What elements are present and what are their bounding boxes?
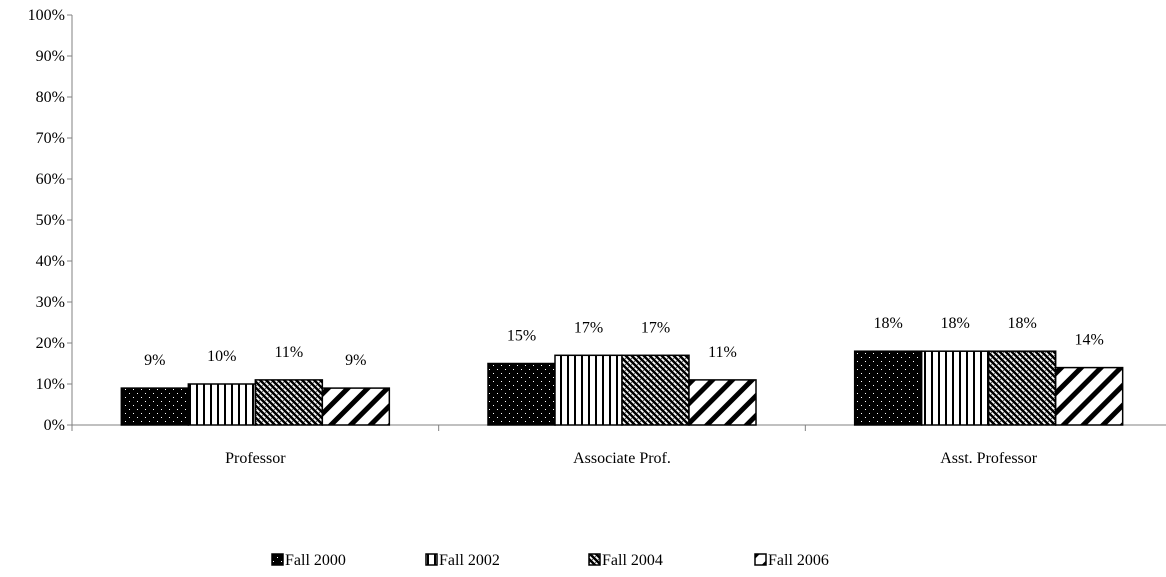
x-tick-label: Associate Prof. (573, 450, 671, 467)
y-tick-label: 60% (36, 171, 65, 188)
bar (187, 383, 257, 426)
bar (487, 362, 556, 426)
legend-label: Fall 2000 (285, 552, 346, 569)
legend-swatch (271, 553, 284, 566)
y-tick-label: 100% (28, 7, 65, 24)
data-label: 18% (941, 315, 970, 332)
y-tick-label: 70% (36, 130, 65, 147)
data-label: 17% (574, 319, 603, 336)
bar (254, 379, 324, 426)
data-label: 11% (708, 344, 737, 361)
data-label: 10% (207, 348, 236, 365)
bar (920, 350, 990, 426)
y-tick-label: 80% (36, 89, 65, 106)
data-label: 18% (1008, 315, 1037, 332)
legend-swatch (754, 553, 767, 566)
y-tick-label: 40% (36, 253, 65, 270)
y-tick-label: 0% (44, 417, 65, 434)
x-tick-label: Asst. Professor (940, 450, 1038, 467)
legend-label: Fall 2004 (602, 552, 663, 569)
y-tick-label: 20% (36, 335, 65, 352)
legend-swatch (425, 553, 438, 566)
y-tick-label: 10% (36, 376, 65, 393)
y-tick-label: 90% (36, 48, 65, 65)
bar (621, 354, 690, 426)
bar (853, 350, 923, 426)
data-label: 15% (507, 328, 536, 345)
bar (688, 379, 757, 426)
legend-label: Fall 2006 (768, 552, 829, 569)
legend-swatch (588, 553, 601, 566)
data-label: 14% (1075, 332, 1104, 349)
bar (1054, 366, 1124, 426)
data-label: 11% (274, 344, 303, 361)
data-label: 17% (641, 319, 670, 336)
data-label: 9% (345, 352, 366, 369)
bar (987, 350, 1057, 426)
y-tick-label: 30% (36, 294, 65, 311)
bar (554, 354, 623, 426)
x-tick-label: Professor (225, 450, 286, 467)
legend-label: Fall 2002 (439, 552, 500, 569)
data-label: 18% (874, 315, 903, 332)
data-label: 9% (144, 352, 165, 369)
bar (321, 387, 391, 426)
bar (120, 387, 190, 426)
y-tick-label: 50% (36, 212, 65, 229)
